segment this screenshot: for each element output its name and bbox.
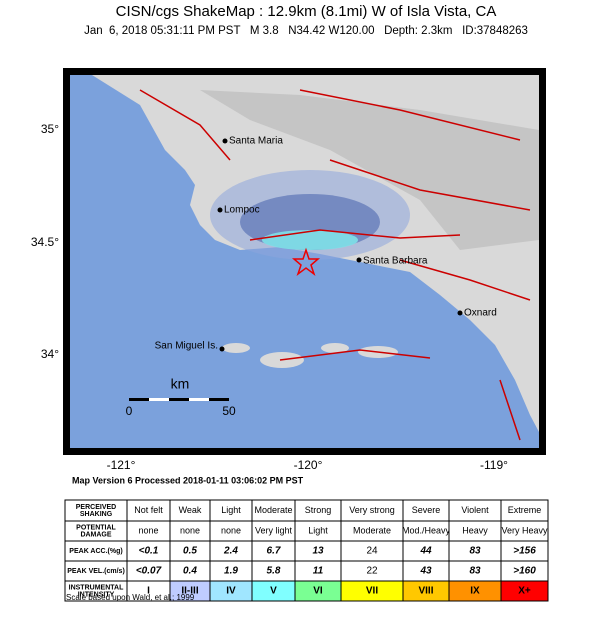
cell-text: 11 — [313, 566, 324, 577]
lat-labels: 35° 34.5° 34° — [31, 122, 59, 361]
cell-text: 44 — [419, 546, 432, 557]
cell-text: <0.1 — [139, 546, 159, 557]
lat-label: 34° — [41, 347, 59, 361]
scale-tick: 0 — [126, 404, 133, 418]
cell-text: 2.4 — [223, 546, 238, 557]
cell-text: Very Heavy — [501, 525, 548, 535]
cell-text: 0.4 — [183, 566, 197, 577]
cell-text: Moderate — [353, 525, 391, 535]
scale-tick: 50 — [222, 404, 236, 418]
row-label: PEAK VEL.(cm/s) — [67, 568, 125, 575]
cell-text: Not felt — [134, 505, 163, 515]
version-note: Map Version 6 Processed 2018-01-11 03:06… — [72, 475, 304, 485]
cell-text: <0.07 — [136, 566, 162, 577]
cell-text: Extreme — [508, 505, 542, 515]
terrain — [200, 90, 539, 250]
cell-text: X+ — [518, 586, 531, 597]
cell-text: Violent — [461, 505, 489, 515]
row-label: INSTRUMENTAL — [69, 584, 124, 591]
cell-text: 43 — [419, 566, 432, 577]
cell-text: 0.5 — [183, 546, 197, 557]
city-label: Santa Maria — [229, 136, 283, 147]
row-label: DAMAGE — [80, 531, 111, 538]
row-label: SHAKING — [80, 511, 113, 518]
city-labels: Santa Maria Lompoc Santa Barbara Oxnard … — [155, 136, 497, 352]
cell-text: Moderate — [254, 505, 292, 515]
city-label: Oxnard — [464, 308, 497, 319]
city-label: San Miguel Is. — [155, 341, 218, 352]
city-label: Lompoc — [224, 205, 260, 216]
footnote: Scale based upon Wald, et al.; 1999 — [66, 593, 195, 602]
cell-text: II-III — [181, 586, 198, 597]
cell-text: Mod./Heavy — [402, 525, 451, 535]
cell-text: I — [147, 586, 150, 597]
row-label: PERCEIVED — [76, 504, 116, 511]
cell-text: 83 — [469, 566, 481, 577]
cell-text: 22 — [366, 566, 378, 577]
cell-text: none — [221, 525, 241, 535]
cell-text: none — [180, 525, 200, 535]
city-label: Santa Barbara — [363, 256, 428, 267]
cell-text: VI — [313, 586, 323, 597]
cell-text: Severe — [412, 505, 441, 515]
lon-label: -120° — [294, 458, 323, 472]
epicenter — [291, 247, 321, 277]
city-markers — [217, 138, 463, 352]
cell-text: 1.9 — [224, 566, 238, 577]
cell-text: 6.7 — [267, 546, 281, 557]
cell-text: IV — [226, 586, 236, 597]
cell-text: Strong — [305, 505, 332, 515]
lat-label: 35° — [41, 122, 59, 136]
lon-label: -119° — [480, 458, 508, 472]
cell-text: none — [138, 525, 158, 535]
cell-text: Very light — [255, 525, 293, 535]
lon-label: -121° — [107, 458, 136, 472]
faults — [139, 89, 531, 441]
cell-text: Light — [221, 505, 241, 515]
lat-label: 34.5° — [31, 235, 59, 249]
cell-text: 83 — [469, 546, 481, 557]
cell-text: >160 — [513, 566, 536, 577]
cell-text: 13 — [312, 546, 324, 557]
cell-text: 5.8 — [267, 566, 281, 577]
row-label: PEAK ACC.(%g) — [69, 548, 122, 555]
subtitle: Jan 6, 2018 05:31:11 PM PST M 3.8 N34.42… — [84, 25, 528, 37]
lon-labels: -121° -120° -119° — [107, 458, 509, 472]
scale-unit: km — [171, 376, 190, 392]
map: Santa Maria Lompoc Santa Barbara Oxnard … — [31, 68, 546, 472]
cell-text: V — [270, 586, 277, 597]
cell-text: VII — [366, 586, 378, 597]
title: CISN/cgs ShakeMap : 12.9km (8.1mi) W of … — [116, 3, 497, 20]
cell-text: Heavy — [462, 525, 488, 535]
cell-text: Light — [308, 525, 328, 535]
cell-text: Very strong — [349, 505, 395, 515]
scale-bar: km 0 50 — [126, 376, 236, 418]
cell — [500, 580, 549, 602]
row-label: POTENTIAL — [76, 524, 116, 531]
cell-text: 24 — [366, 546, 378, 557]
cell-text: VIII — [418, 586, 433, 597]
row-label: INTENSITY — [78, 591, 115, 598]
cell-text: >156 — [513, 546, 536, 557]
cell-text: Weak — [179, 505, 202, 515]
cell-text: IX — [470, 586, 480, 597]
